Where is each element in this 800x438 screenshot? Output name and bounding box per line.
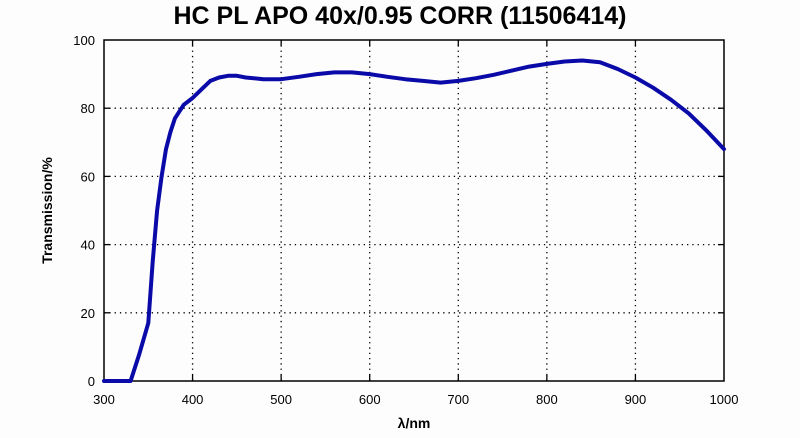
x-tick-label: 500 [270,392,292,407]
x-tick-label: 1000 [710,392,739,407]
x-tick-label: 300 [93,392,115,407]
y-tick-label: 100 [73,33,95,48]
y-tick-label: 0 [88,374,95,389]
y-tick-label: 20 [81,306,95,321]
x-tick-labels: 300 400 500 600 700 800 900 1000 [93,392,738,407]
x-tick-label: 600 [359,392,381,407]
grid-lines [104,40,724,381]
x-tick-label: 700 [447,392,469,407]
transmission-curve [102,58,726,383]
y-tick-labels: 0 20 40 60 80 100 [73,33,95,389]
y-tick-label: 40 [81,238,95,253]
x-axis-label: λ/nm [398,415,431,431]
y-tick-label: 60 [81,169,95,184]
plot-frame [103,39,725,382]
x-tick-label: 400 [182,392,204,407]
axis-ticks [104,40,724,381]
y-tick-label: 80 [81,101,95,116]
x-tick-label: 800 [536,392,558,407]
y-axis-label: Transmission/% [39,157,55,264]
chart-title: HC PL APO 40x/0.95 CORR (11506414) [173,2,627,30]
x-tick-label: 900 [625,392,647,407]
